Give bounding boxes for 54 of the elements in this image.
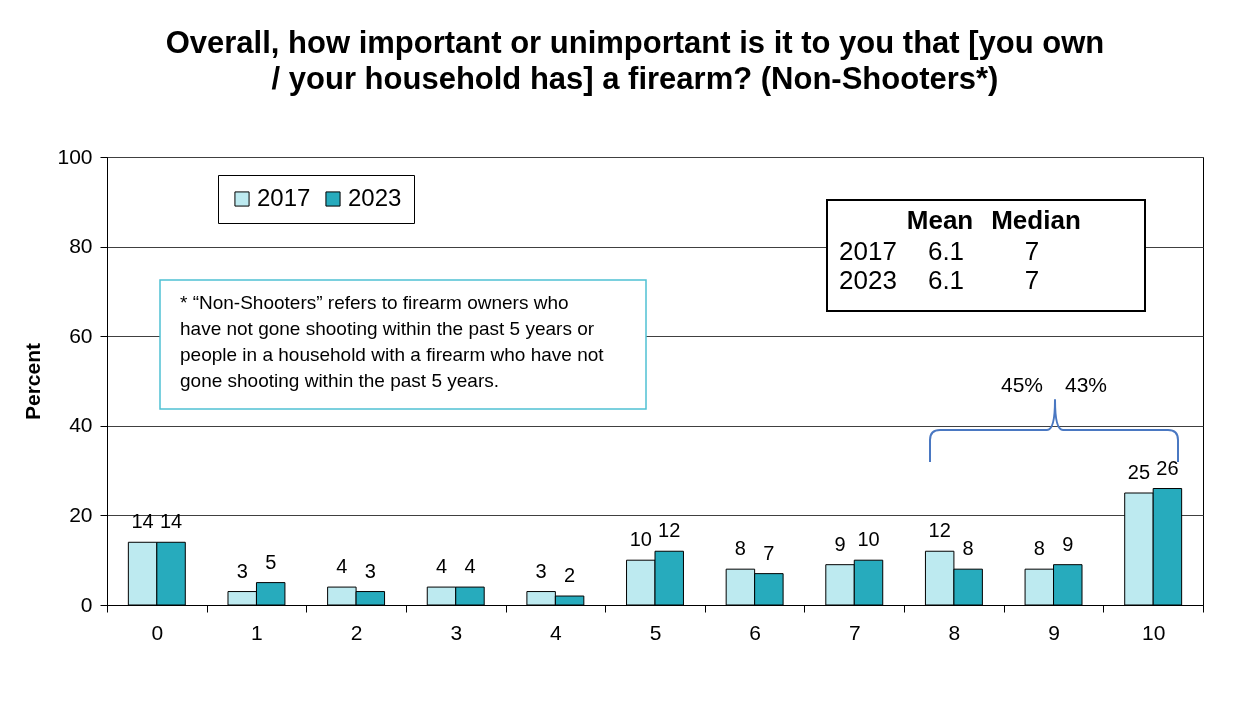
y-tick-label: 40 [69, 413, 93, 437]
x-tick-label: 3 [450, 620, 463, 644]
annotation: 7 [1024, 235, 1040, 266]
data-label: 4 [464, 555, 476, 578]
data-label: 8 [1033, 537, 1045, 560]
legend-label: 2017 [257, 184, 311, 211]
data-label: 8 [734, 537, 746, 560]
data-label: 12 [658, 519, 681, 542]
annotation: 6.1 [927, 235, 965, 266]
x-tick-label: 8 [948, 620, 961, 644]
data-label: 4 [336, 555, 348, 578]
y-axis-title: Percent [20, 342, 44, 421]
x-tick-label: 2 [350, 620, 363, 644]
annotation: Median [991, 204, 1081, 235]
chart-title: Overall, how important or unimportant is it to you that [you own / your household has] a firearm? (Non-Shooters*) [165, 25, 1105, 96]
y-tick-label: 80 [69, 234, 93, 258]
data-label: 9 [834, 532, 846, 555]
data-label: 3 [364, 559, 376, 582]
data-label: 3 [535, 559, 547, 582]
x-tick-label: 6 [749, 620, 761, 644]
data-label: 10 [629, 528, 652, 551]
annotation: 2017 [839, 235, 897, 266]
data-label: 4 [435, 555, 448, 578]
x-tick-label: 0 [151, 620, 164, 644]
x-tick-label: 10 [1142, 620, 1166, 644]
y-tick-label: 60 [69, 323, 93, 347]
data-label: 25 [1127, 461, 1151, 483]
annotation: 43% [1064, 372, 1108, 396]
data-label: 12 [928, 519, 951, 542]
data-label: 10 [857, 528, 880, 551]
y-tick-label: 100 [57, 144, 93, 168]
data-label: 14 [131, 510, 154, 533]
data-label: 26 [1156, 456, 1179, 479]
data-label: 9 [1062, 532, 1074, 555]
data-label: 7 [763, 541, 775, 564]
annotation: Mean [906, 204, 974, 235]
data-label: 2 [564, 564, 576, 587]
annotation: 6.1 [927, 264, 965, 295]
annotation: 2023 [839, 264, 897, 295]
legend-label: 2023 [348, 184, 402, 211]
x-tick-label: 5 [649, 620, 662, 644]
data-label: 3 [236, 559, 248, 582]
annotation: * “Non-Shooters” refers to firearm owners who have not gone shooting within the past 5 years or people in a household with a firearm who have not gone shooting within the past 5 years. [180, 292, 605, 392]
x-tick-label: 4 [550, 620, 563, 644]
annotation: 45% [1000, 372, 1044, 396]
data-label: 5 [265, 550, 277, 573]
data-label: 14 [159, 510, 183, 533]
y-tick-label: 0 [80, 592, 93, 616]
y-tick-label: 20 [69, 502, 93, 526]
x-tick-label: 7 [848, 620, 861, 644]
x-tick-label: 9 [1048, 620, 1060, 644]
annotation: 7 [1024, 264, 1040, 295]
data-label: 8 [962, 537, 974, 560]
x-tick-label: 1 [251, 620, 263, 644]
